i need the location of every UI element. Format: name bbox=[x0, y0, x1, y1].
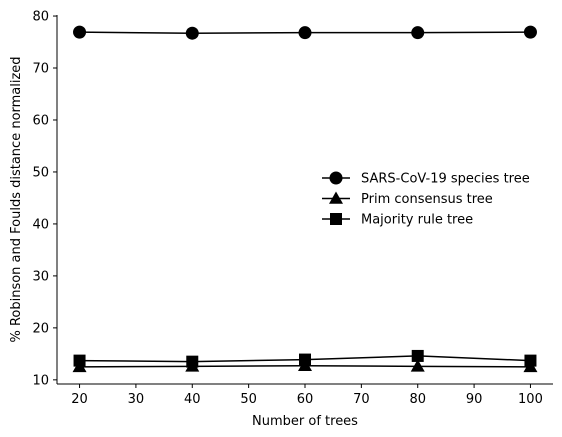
data-point bbox=[411, 349, 424, 362]
data-point bbox=[298, 26, 312, 40]
y-tick-label: 80 bbox=[32, 10, 49, 25]
legend-label: Prim consensus tree bbox=[361, 192, 493, 207]
legend-marker bbox=[329, 171, 343, 185]
legend-entry: SARS-CoV-19 species tree bbox=[322, 171, 530, 187]
y-tick-label: 30 bbox=[32, 269, 49, 284]
x-tick-label: 100 bbox=[518, 392, 543, 407]
x-tick-label: 80 bbox=[409, 392, 426, 407]
data-point bbox=[410, 359, 425, 372]
y-tick-label: 60 bbox=[32, 113, 49, 128]
series-circle bbox=[73, 25, 537, 40]
data-point bbox=[523, 25, 537, 39]
x-tick-label: 60 bbox=[297, 392, 314, 407]
y-tick-label: 40 bbox=[32, 217, 49, 232]
legend-label: Majority rule tree bbox=[361, 213, 473, 228]
x-tick-label: 20 bbox=[71, 392, 88, 407]
x-axis-label: Number of trees bbox=[252, 414, 358, 429]
data-point bbox=[411, 26, 425, 40]
x-tick-label: 30 bbox=[128, 392, 145, 407]
data-point bbox=[524, 354, 537, 367]
data-point bbox=[73, 354, 86, 367]
x-tick-label: 70 bbox=[353, 392, 370, 407]
legend-label: SARS-CoV-19 species tree bbox=[361, 172, 530, 187]
legend-marker bbox=[329, 191, 343, 204]
legend-entry: Majority rule tree bbox=[322, 213, 473, 228]
legend: SARS-CoV-19 species tree Prim consensus t… bbox=[322, 171, 530, 228]
x-tick-label: 90 bbox=[466, 392, 483, 407]
y-axis-ticks: 10 20 30 40 50 60 70 80 bbox=[32, 10, 57, 388]
y-axis-label: % Robinson and Foulds distance normalize… bbox=[9, 56, 24, 342]
data-point bbox=[186, 355, 199, 368]
x-tick-label: 40 bbox=[184, 392, 201, 407]
x-axis-ticks: 20 30 40 50 60 70 80 90 100 bbox=[71, 384, 543, 407]
y-tick-label: 20 bbox=[32, 321, 49, 336]
y-tick-label: 70 bbox=[32, 62, 49, 77]
series-group bbox=[72, 25, 538, 373]
data-point bbox=[299, 353, 311, 366]
series-square bbox=[73, 349, 537, 368]
y-tick-label: 10 bbox=[32, 373, 49, 388]
legend-marker bbox=[330, 213, 342, 225]
data-point bbox=[185, 26, 199, 40]
data-point bbox=[73, 25, 87, 39]
legend-entry: Prim consensus tree bbox=[322, 191, 493, 207]
y-tick-label: 50 bbox=[32, 165, 49, 180]
x-tick-label: 50 bbox=[240, 392, 257, 407]
